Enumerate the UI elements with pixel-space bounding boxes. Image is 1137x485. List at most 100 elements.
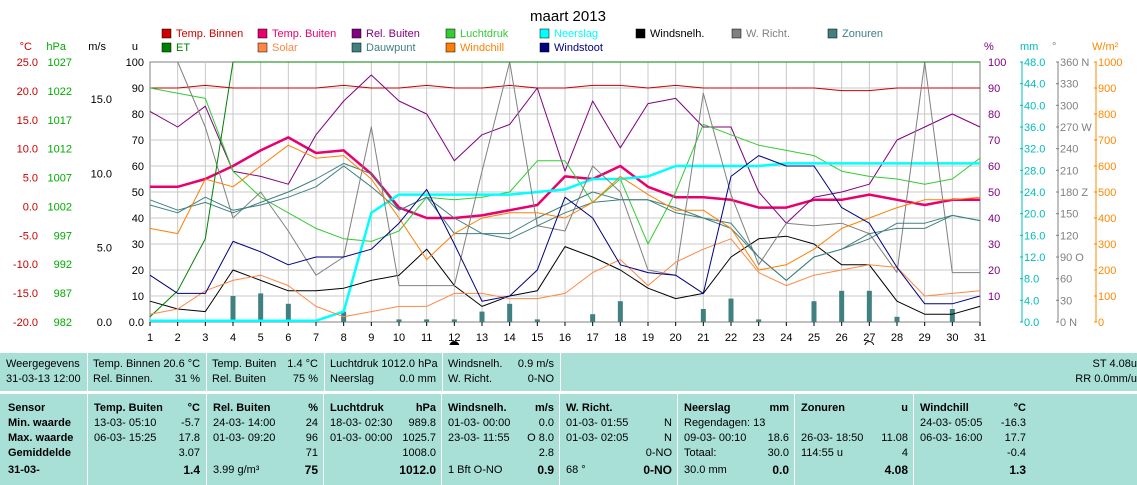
rain-label: Neerslag bbox=[330, 373, 375, 385]
legend-swatch bbox=[731, 28, 742, 39]
legend-label: Luchtdruk bbox=[460, 28, 509, 40]
axis-tick-label: 700 bbox=[1098, 135, 1116, 147]
axis-tick-label: 90 bbox=[988, 83, 1000, 95]
current-conditions-panel: Weergegevens 31-03-13 12:00 Temp. Binnen… bbox=[0, 353, 1137, 391]
series-line-luchtdruk bbox=[149, 87, 981, 245]
statistics-panel: Sensor Min. waarde Max. waarde Gemiddeld… bbox=[0, 394, 1137, 485]
stats-cell-value: 1008.0 bbox=[402, 447, 436, 459]
stats-col-unit: m/s bbox=[535, 402, 554, 414]
stats-cell-label: 13-03- 05:10 bbox=[94, 417, 157, 429]
stats-col-unit: mm bbox=[769, 402, 789, 414]
axis-tick-label: 100 bbox=[126, 57, 144, 69]
legend-label: Zonuren bbox=[842, 28, 883, 40]
axis-unit-label: m/s bbox=[88, 41, 106, 53]
stats-col-title: Zonuren bbox=[801, 402, 845, 414]
axis-tick-label: 50 bbox=[132, 187, 144, 199]
axis-tick-label: 992 bbox=[54, 259, 72, 271]
weather-chart: maart 2013 Temp. Binnen Temp. Buiten Rel. … bbox=[13, 8, 1122, 345]
zonuren-bar bbox=[811, 301, 817, 322]
stats-cell-label: 01-03- 09:20 bbox=[213, 432, 276, 444]
zonuren-bar bbox=[590, 314, 596, 322]
stats-col-title: Windsnelh. bbox=[448, 402, 507, 414]
axis-tick-label: 24.0 bbox=[1024, 187, 1045, 199]
stats-cell-label: Regendagen: 13 bbox=[684, 417, 766, 429]
zonuren-bar bbox=[479, 311, 485, 322]
axis-tick-label: 330 bbox=[1060, 79, 1078, 91]
axis-tick-label: 180 Z bbox=[1060, 187, 1088, 199]
axis-tick-label: 100 bbox=[988, 57, 1006, 69]
axis-tick-label: 900 bbox=[1098, 83, 1116, 95]
stats-cell-value: 30.0 bbox=[767, 447, 789, 459]
zonuren-bar bbox=[728, 298, 734, 322]
axis-tick-label: 15.0 bbox=[17, 115, 38, 127]
x-tick-label: 25 bbox=[808, 332, 820, 344]
zonuren-bar bbox=[894, 316, 900, 322]
axis-tick-label: 80 bbox=[132, 109, 144, 121]
legend-swatch bbox=[351, 28, 362, 39]
legend-swatch bbox=[539, 28, 550, 39]
x-tick-label: 26 bbox=[836, 332, 848, 344]
legend-label: Temp. Binnen bbox=[176, 28, 243, 40]
stats-cell-value: 0-NO bbox=[645, 447, 672, 459]
axis-unit-label: W/m² bbox=[1092, 41, 1119, 53]
stats-cell-value: 17.7 bbox=[1004, 432, 1026, 444]
stats-cell-value: -16.3 bbox=[1000, 417, 1026, 429]
axis-unit-label: % bbox=[984, 41, 994, 53]
axis-tick-label: 70 bbox=[988, 135, 1000, 147]
left-axes: °C 25.0 20.0 15.0 10.0 5.0 0.0 -5.0 -10.0 -15.0 -2… bbox=[13, 41, 144, 329]
axis-tick-label: 60 bbox=[1060, 274, 1072, 286]
x-tick-label: 16 bbox=[559, 332, 571, 344]
x-tick-label: 28 bbox=[891, 332, 903, 344]
x-tick-label: 9 bbox=[368, 332, 374, 344]
legend-label: Temp. Buiten bbox=[272, 28, 336, 40]
stats-cell-value: -5.7 bbox=[181, 417, 200, 429]
wind-speed-label: Windsnelh. bbox=[448, 358, 503, 370]
axis-tick-label: 5.0 bbox=[23, 173, 38, 185]
stats-cell-label: 3.99 g/m³ bbox=[213, 464, 260, 476]
stats-cell-value: 71 bbox=[305, 447, 318, 459]
zonuren-bar bbox=[258, 293, 264, 322]
axis-tick-label: 0.0 bbox=[1024, 317, 1039, 329]
zonuren-bar bbox=[534, 319, 540, 322]
stats-col-title: W. Richt. bbox=[566, 402, 613, 414]
legend-swatch bbox=[827, 28, 838, 39]
series-line-et bbox=[149, 61, 980, 318]
stats-cell-value: 0.0 bbox=[538, 417, 554, 429]
stats-rowlabel-min: Min. waarde bbox=[8, 417, 71, 429]
axis-tick-label: -20.0 bbox=[13, 317, 38, 329]
axis-tick-label: 40 bbox=[132, 213, 144, 225]
stats-rowlabel-max: Max. waarde bbox=[8, 432, 74, 444]
stats-cell-label: 26-03- 18:50 bbox=[801, 432, 864, 444]
series-line-windsnelh bbox=[149, 235, 981, 315]
zonuren-bar bbox=[617, 301, 623, 322]
series-line-rel-buiten bbox=[149, 74, 981, 224]
chart-legend: Temp. Binnen Temp. Buiten Rel. Buiten Lucht… bbox=[161, 28, 883, 54]
x-tick-label: 23 bbox=[753, 332, 765, 344]
axis-tick-label: 150 bbox=[1060, 209, 1078, 221]
x-tick-label: 5 bbox=[258, 332, 264, 344]
axis-tick-label: 90 O bbox=[1060, 252, 1084, 264]
stats-cell-label: Totaal: bbox=[684, 447, 717, 459]
axis-tick-label: 40.0 bbox=[1024, 100, 1045, 112]
legend-swatch bbox=[257, 28, 268, 39]
stats-cell-value: 24 bbox=[305, 417, 318, 429]
x-tick-label: 6 bbox=[285, 332, 291, 344]
series-line-dauwpunt bbox=[149, 165, 981, 281]
legend-label: Neerslag bbox=[554, 28, 598, 40]
axis-tick-label: 210 bbox=[1060, 165, 1078, 177]
axis-tick-label: 120 bbox=[1060, 230, 1078, 242]
stats-cell-value: O 8.0 bbox=[527, 432, 554, 444]
rain-rate: RR 0.0mm/u bbox=[1075, 373, 1137, 385]
legend-swatch bbox=[539, 42, 550, 53]
outside-hum-value: 75 % bbox=[292, 373, 318, 385]
x-tick-label: 22 bbox=[725, 332, 737, 344]
stats-cell-value: 1.3 bbox=[1009, 464, 1026, 477]
axis-tick-label: 400 bbox=[1098, 213, 1116, 225]
axis-unit-label: ° bbox=[1052, 41, 1056, 53]
stats-cell-label: 24-03- 14:00 bbox=[213, 417, 276, 429]
axis-tick-label: 30 bbox=[988, 239, 1000, 251]
axis-tick-label: 1022 bbox=[48, 86, 72, 98]
stats-col-unit: °C bbox=[187, 402, 200, 414]
x-tick-label: 24 bbox=[780, 332, 792, 344]
x-tick-label: 10 bbox=[393, 332, 405, 344]
